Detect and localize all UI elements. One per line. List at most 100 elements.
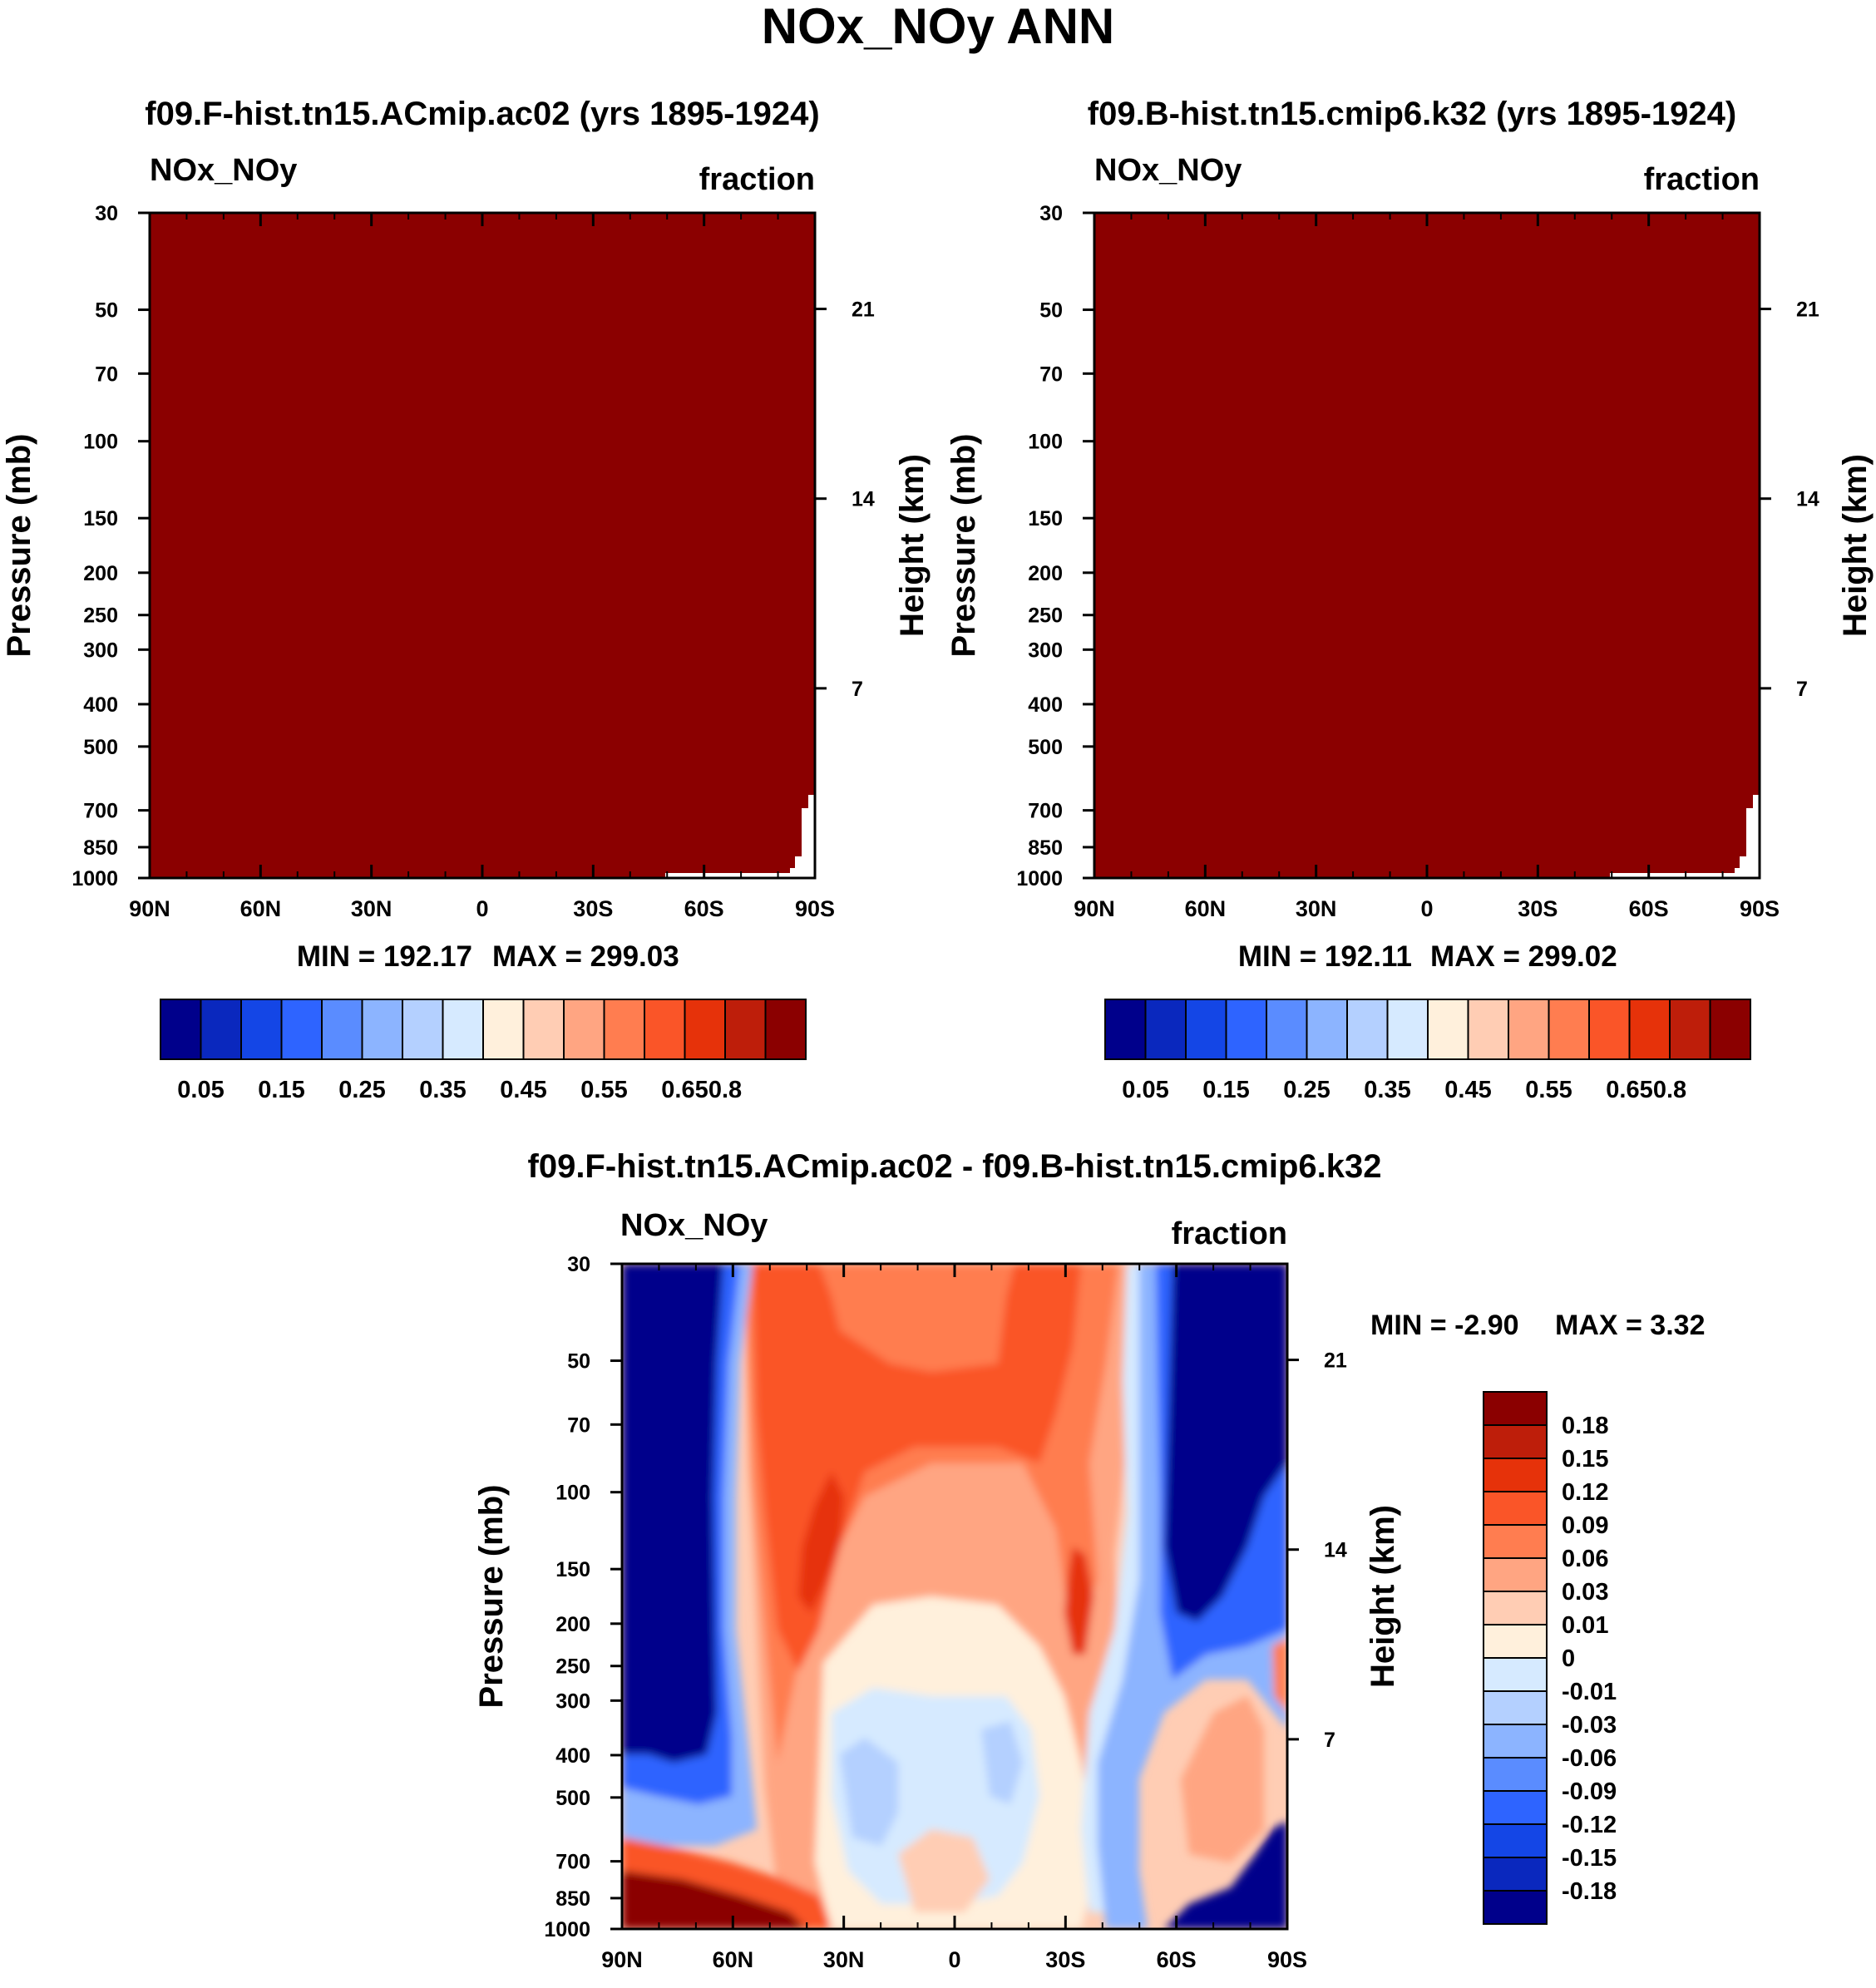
- colorbar-swatch: [603, 999, 645, 1060]
- colorbar-swatch: [1483, 1491, 1548, 1526]
- y-tick-label: 70: [1039, 363, 1063, 386]
- colorbar-swatch: [240, 999, 283, 1060]
- colorbar-swatch: [1483, 1424, 1548, 1459]
- colorbar-label: 0.09: [1562, 1512, 1608, 1539]
- colorbar-swatch: [1483, 1890, 1548, 1925]
- y2-axis: 21 14 7: [1760, 298, 1819, 701]
- height-tick-label: 7: [1796, 678, 1808, 701]
- colorbar-swatch: [280, 999, 323, 1060]
- y-axis: 30 50 70 100 150 200 250 300 400 500 700…: [1016, 202, 1094, 890]
- colorbar-swatch: [522, 999, 565, 1060]
- contour-band: [1164, 1264, 1287, 1621]
- colorbar-swatch: [1483, 1391, 1548, 1426]
- colorbar-swatch: [402, 999, 444, 1060]
- x-tick-label: 90S: [1740, 896, 1780, 921]
- height-tick-label: 21: [1324, 1349, 1347, 1373]
- colorbar-label: 0.15: [1202, 1077, 1249, 1103]
- y-axis-title: Pressure (mb): [473, 1485, 510, 1709]
- y-tick-label: 850: [1028, 836, 1063, 860]
- y-axis-title: Pressure (mb): [1, 434, 37, 658]
- panel-control-model: f09.F-hist.tn15.ACmip.ac02 (yrs 1895-192…: [1, 96, 931, 1103]
- height-tick-label: 7: [852, 678, 863, 701]
- height-tick-label: 21: [1796, 298, 1819, 322]
- y-tick-label: 100: [555, 1482, 590, 1505]
- units-label: fraction: [699, 162, 815, 197]
- height-tick-label: 21: [852, 298, 875, 322]
- colorbar-swatch: [1483, 1823, 1548, 1858]
- colorbar-swatch: [1483, 1790, 1548, 1825]
- x-tick-label: 0: [1420, 896, 1433, 921]
- y-tick-label: 1000: [544, 1918, 590, 1941]
- colorbar-swatch: [1386, 999, 1429, 1060]
- x-tick-label: 30N: [1296, 896, 1337, 921]
- y2-axis: 21 14 7: [1287, 1349, 1347, 1752]
- colorbar-label: -0.09: [1562, 1778, 1617, 1805]
- y-axis: 30 50 70 100 150 200 250 300 400 500 700…: [544, 1253, 622, 1941]
- colorbar-label: 0.55: [1525, 1077, 1572, 1103]
- colorbar-label: 0.25: [1283, 1077, 1330, 1103]
- y-tick-label: 70: [95, 363, 118, 386]
- contour-band: [622, 1264, 723, 1763]
- height-tick-label: 14: [1324, 1539, 1347, 1562]
- y-tick-label: 500: [83, 736, 118, 759]
- contour-band: [798, 1472, 844, 1613]
- y-tick-label: 30: [567, 1253, 590, 1276]
- y-tick-label: 300: [83, 639, 118, 662]
- x-tick-label: 90S: [1267, 1947, 1307, 1972]
- missing-data-region: [1610, 795, 1760, 878]
- colorbar-swatch: [1483, 1724, 1548, 1759]
- x-axis: 90N 60N 30N 0 30S 60S 90S: [129, 213, 835, 921]
- contour-band: [1272, 1638, 1287, 1713]
- x-axis: 90N 60N 30N 0 30S 60S 90S: [601, 1264, 1307, 1972]
- contour-band: [1181, 1696, 1264, 1862]
- colorbar-label: -0.03: [1562, 1712, 1617, 1739]
- colorbar-label: 0.65: [661, 1077, 708, 1103]
- y-tick-label: 250: [1028, 604, 1063, 628]
- y-tick-label: 700: [1028, 800, 1063, 823]
- colorbar-swatch: [482, 999, 525, 1060]
- y-tick-label: 50: [567, 1350, 590, 1374]
- panel-difference: f09.F-hist.tn15.ACmip.ac02 - f09.B-hist.…: [473, 1148, 1705, 1972]
- x-tick-label: 30S: [1518, 896, 1558, 921]
- panel-title: f09.F-hist.tn15.ACmip.ac02 - f09.B-hist.…: [528, 1148, 1382, 1185]
- colorbar-label: -0.15: [1562, 1845, 1617, 1872]
- y-tick-label: 300: [1028, 639, 1063, 662]
- y-tick-label: 1000: [72, 867, 118, 890]
- colorbar-swatch: [1306, 999, 1348, 1060]
- difference-contour-field: [622, 1264, 1287, 1929]
- colorbar-swatch: [361, 999, 403, 1060]
- max-label: MAX = 299.03: [492, 940, 679, 973]
- y-tick-label: 700: [555, 1851, 590, 1874]
- colorbar-label: 0.18: [1562, 1413, 1608, 1439]
- y-tick-label: 400: [83, 693, 118, 717]
- colorbar-label: 0.03: [1562, 1579, 1608, 1606]
- colorbar-label: 0.35: [1364, 1077, 1410, 1103]
- colorbar-swatch: [1427, 999, 1469, 1060]
- height-tick-label: 7: [1324, 1729, 1335, 1752]
- max-label: MAX = 299.02: [1430, 940, 1617, 973]
- y-tick-label: 30: [95, 202, 118, 225]
- figure-title: NOx_NOy ANN: [762, 0, 1115, 54]
- variable-label: NOx_NOy: [1094, 153, 1242, 188]
- y-tick-label: 30: [1039, 202, 1063, 225]
- colorbar-swatch: [200, 999, 242, 1060]
- colorbar-label: 0.55: [580, 1077, 627, 1103]
- y-tick-label: 500: [555, 1787, 590, 1810]
- colorbar-label: 0.05: [1122, 1077, 1168, 1103]
- y2-axis: 21 14 7: [815, 298, 875, 701]
- y-tick-label: 500: [1028, 736, 1063, 759]
- colorbar-swatch: [1669, 999, 1711, 1060]
- contour-band: [981, 1721, 1023, 1804]
- colorbar-swatch: [1483, 1757, 1548, 1792]
- y-tick-label: 300: [555, 1690, 590, 1713]
- colorbar-labels: 0.18 0.15 0.12 0.09 0.06 0.03 0.01 0 -0.…: [1562, 1413, 1617, 1905]
- contour-band: [840, 1738, 898, 1846]
- contour-band: [898, 1829, 990, 1912]
- colorbar-swatch: [1548, 999, 1590, 1060]
- y-tick-label: 850: [555, 1887, 590, 1911]
- colorbar-swatch: [1144, 999, 1187, 1060]
- colorbar-label: -0.18: [1562, 1878, 1617, 1905]
- y-tick-label: 100: [1028, 431, 1063, 454]
- x-tick-label: 0: [948, 1947, 960, 1972]
- colorbar-swatch: [644, 999, 686, 1060]
